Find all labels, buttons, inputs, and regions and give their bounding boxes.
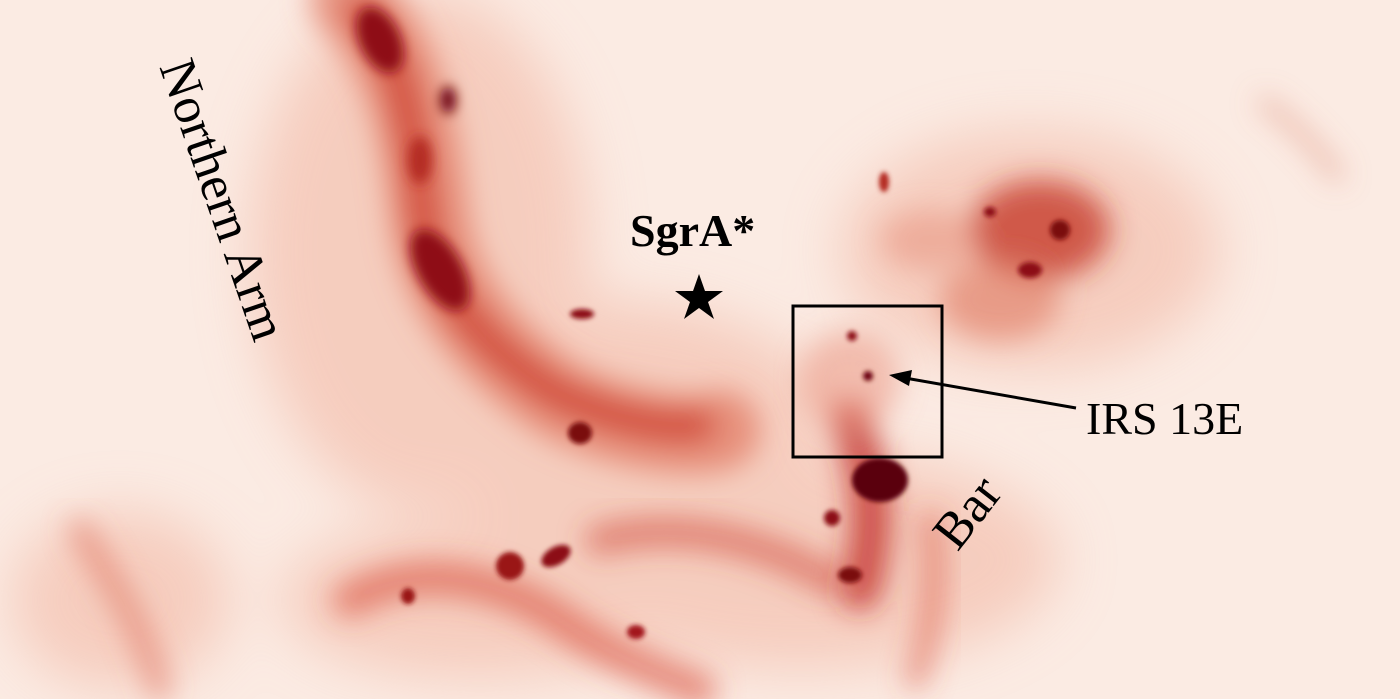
irs13e-box	[791, 304, 944, 459]
western-arc-emission	[69, 517, 845, 699]
arrow-icon	[889, 370, 1077, 410]
sgra-label: SgrA*	[630, 205, 756, 256]
irs13e-label: IRS 13E	[1086, 393, 1244, 444]
eastern-arm-emission	[880, 95, 1345, 340]
compact-sources	[401, 172, 1070, 639]
northern-arm-cores	[356, 7, 470, 311]
star-icon	[675, 274, 723, 319]
